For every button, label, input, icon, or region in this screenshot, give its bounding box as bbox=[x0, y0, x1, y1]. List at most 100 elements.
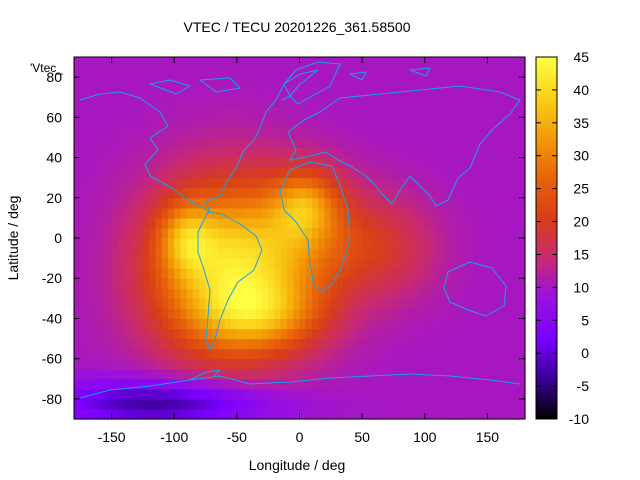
heatmap-cell bbox=[468, 388, 476, 400]
heatmap-cell bbox=[424, 298, 432, 309]
heatmap-cell bbox=[474, 318, 482, 330]
heatmap-cell bbox=[462, 87, 470, 98]
heatmap-cell bbox=[80, 408, 88, 420]
heatmap-cell bbox=[99, 57, 106, 68]
heatmap-cell bbox=[493, 298, 501, 309]
heatmap-cell bbox=[330, 197, 338, 209]
heatmap-cell bbox=[393, 197, 401, 209]
heatmap-cell bbox=[368, 67, 376, 78]
heatmap-cell bbox=[255, 57, 263, 68]
heatmap-cell bbox=[518, 167, 526, 179]
heatmap-cell bbox=[124, 248, 131, 259]
heatmap-cell bbox=[318, 97, 326, 108]
heatmap-cell bbox=[418, 87, 426, 98]
heatmap-cell bbox=[224, 238, 232, 249]
heatmap-cell bbox=[487, 127, 495, 139]
heatmap-cell bbox=[149, 388, 157, 400]
heatmap-cell bbox=[499, 147, 507, 159]
heatmap-cell bbox=[199, 137, 207, 149]
coastline-eurasia bbox=[287, 85, 521, 207]
heatmap-cell bbox=[518, 137, 526, 149]
heatmap-cell bbox=[449, 308, 457, 320]
heatmap-cell bbox=[224, 278, 232, 289]
heatmap-cell bbox=[236, 338, 244, 350]
heatmap-cell bbox=[193, 268, 200, 279]
heatmap-cell bbox=[380, 187, 388, 199]
heatmap-cell bbox=[193, 348, 200, 360]
heatmap-cell bbox=[330, 378, 338, 390]
heatmap-cell bbox=[117, 388, 125, 400]
heatmap-cell bbox=[424, 318, 432, 330]
heatmap-cell bbox=[180, 238, 188, 249]
heatmap-cell bbox=[186, 398, 194, 410]
heatmap-cell bbox=[130, 177, 138, 189]
heatmap-cell bbox=[418, 258, 426, 269]
heatmap-cell bbox=[130, 67, 138, 78]
heatmap-cell bbox=[136, 197, 144, 209]
heatmap-cell bbox=[186, 117, 194, 128]
heatmap-cell bbox=[130, 137, 138, 149]
heatmap-cell bbox=[174, 358, 182, 370]
heatmap-cell bbox=[117, 268, 125, 279]
heatmap-cell bbox=[280, 398, 288, 410]
heatmap-cell bbox=[117, 318, 125, 330]
heatmap-cell bbox=[337, 147, 344, 159]
heatmap-cell bbox=[499, 197, 507, 209]
heatmap-cell bbox=[86, 227, 94, 239]
heatmap-cell bbox=[462, 378, 470, 390]
heatmap-cell bbox=[362, 248, 370, 259]
heatmap-cell bbox=[481, 97, 489, 108]
heatmap-cell bbox=[199, 57, 207, 68]
heatmap-cell bbox=[299, 348, 307, 360]
heatmap-cell bbox=[142, 177, 150, 189]
heatmap-cell bbox=[349, 157, 357, 169]
heatmap-cell bbox=[343, 197, 351, 209]
heatmap-cell bbox=[330, 147, 338, 159]
heatmap-cell bbox=[412, 288, 420, 299]
heatmap-cell bbox=[105, 127, 113, 139]
heatmap-cell bbox=[437, 127, 445, 139]
heatmap-cell bbox=[186, 147, 194, 159]
heatmap-cell bbox=[474, 87, 482, 98]
heatmap-cell bbox=[249, 398, 257, 410]
heatmap-cell bbox=[286, 358, 294, 370]
y-tick-label: 80 bbox=[46, 69, 62, 85]
heatmap-cell bbox=[161, 77, 169, 88]
heatmap-cell bbox=[149, 67, 157, 78]
heatmap-cell bbox=[218, 298, 225, 309]
heatmap-cell bbox=[136, 227, 144, 239]
heatmap-cell bbox=[493, 107, 501, 118]
heatmap-cell bbox=[205, 388, 213, 400]
heatmap-cell bbox=[236, 328, 244, 340]
heatmap-cell bbox=[74, 117, 81, 128]
heatmap-cell bbox=[92, 127, 100, 139]
heatmap-cell bbox=[99, 308, 106, 320]
heatmap-cell bbox=[230, 147, 238, 159]
heatmap-cell bbox=[462, 207, 470, 219]
heatmap-cell bbox=[437, 308, 445, 320]
heatmap-cell bbox=[218, 338, 225, 350]
heatmap-cell bbox=[337, 368, 344, 380]
heatmap-cell bbox=[167, 378, 175, 390]
heatmap-cell bbox=[149, 298, 157, 309]
heatmap-cell bbox=[318, 217, 326, 229]
heatmap-cell bbox=[405, 338, 413, 350]
heatmap-cell bbox=[362, 107, 370, 118]
heatmap-cell bbox=[186, 187, 194, 199]
heatmap-cell bbox=[124, 167, 131, 179]
heatmap-cell bbox=[449, 197, 457, 209]
heatmap-cell bbox=[368, 298, 376, 309]
heatmap-cell bbox=[186, 87, 194, 98]
heatmap-cell bbox=[186, 97, 194, 108]
heatmap-cell bbox=[324, 157, 332, 169]
heatmap-cell bbox=[105, 358, 113, 370]
heatmap-cell bbox=[405, 217, 413, 229]
heatmap-cell bbox=[174, 348, 182, 360]
heatmap-cell bbox=[449, 408, 457, 420]
heatmap-cell bbox=[142, 87, 150, 98]
heatmap-cell bbox=[343, 258, 351, 269]
heatmap-cell bbox=[205, 288, 213, 299]
heatmap-cell bbox=[280, 278, 288, 289]
heatmap-cell bbox=[468, 77, 476, 88]
heatmap-cell bbox=[431, 107, 438, 118]
